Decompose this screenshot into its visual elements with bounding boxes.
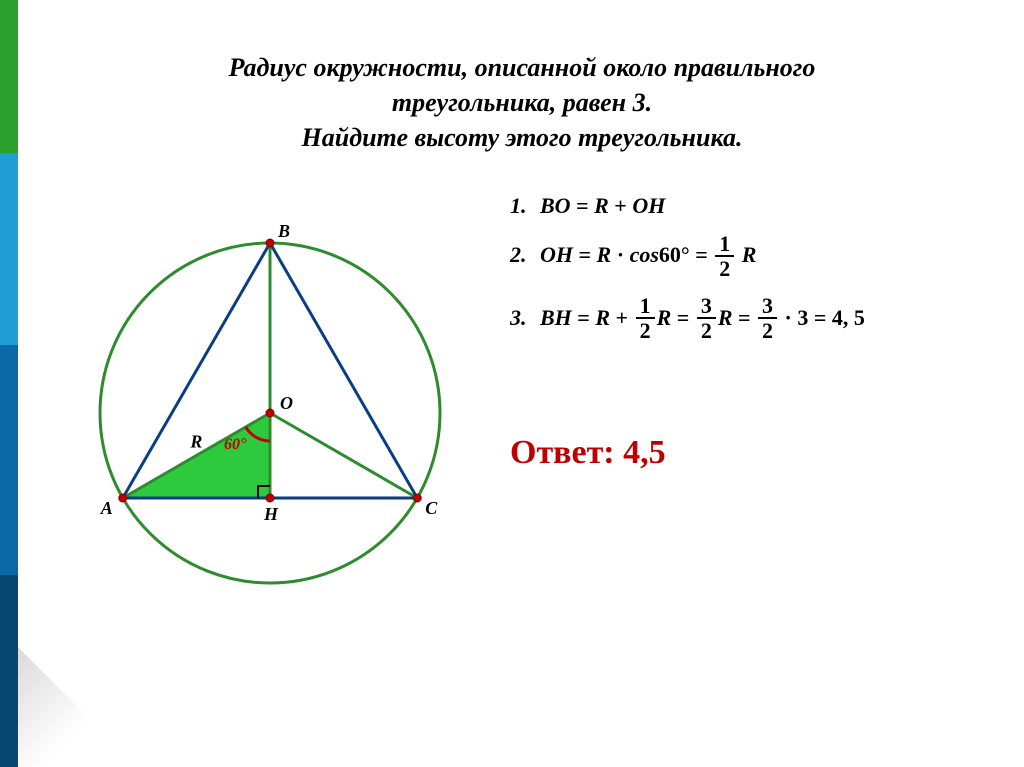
step-2: 2. OH = R · cos60° = 12 R [510, 233, 984, 281]
shadow-decor [18, 647, 138, 767]
answer: Ответ: 4,5 [510, 434, 984, 472]
solution-steps: 1. BO = R + OH 2. OH = R · cos60° = 12 R… [510, 193, 984, 343]
svg-text:60°: 60° [224, 436, 247, 453]
title-line3: Найдите высоту этого треугольника. [302, 123, 743, 152]
step-1: 1. BO = R + OH [510, 193, 984, 219]
svg-text:A: A [100, 498, 113, 518]
problem-title: Радиус окружности, описанной около прави… [60, 50, 984, 155]
svg-text:O: O [280, 393, 293, 413]
svg-text:B: B [277, 221, 290, 241]
svg-text:C: C [425, 498, 438, 518]
title-line2: треугольника, равен 3. [392, 88, 652, 117]
step-3: 3. BH = R + 12R = 32R = 32 · 3 = 4, 5 [510, 295, 984, 343]
solution-column: 1. BO = R + OH 2. OH = R · cos60° = 12 R… [510, 173, 984, 471]
slide-content: Радиус окружности, описанной около прави… [60, 50, 984, 613]
accent-bar [0, 0, 18, 767]
answer-label: Ответ: 4,5 [510, 434, 666, 471]
title-line1: Радиус окружности, описанной около прави… [229, 53, 816, 82]
svg-text:H: H [263, 504, 279, 524]
svg-text:R: R [189, 432, 202, 452]
diagram: B A C O H R 60° [60, 173, 480, 613]
